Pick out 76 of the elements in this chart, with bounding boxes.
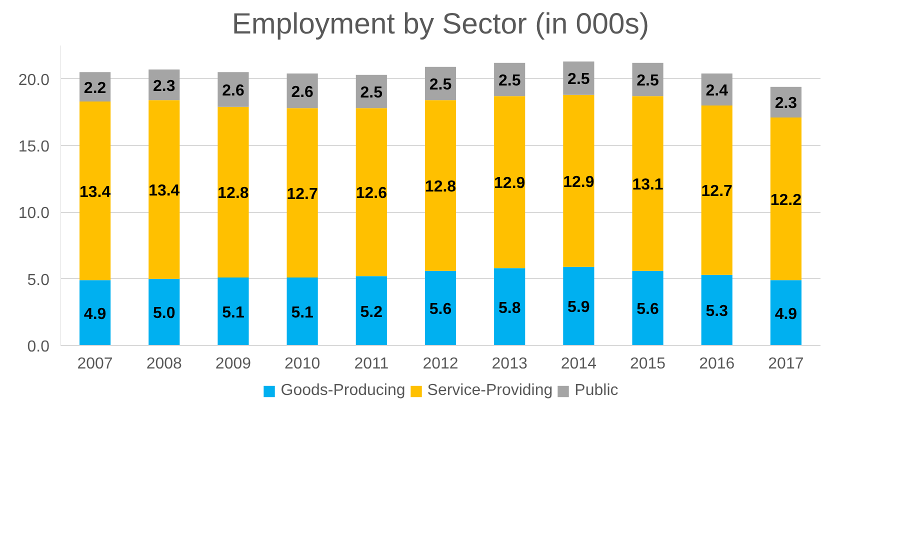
data-label: 2.5 bbox=[429, 76, 452, 94]
data-label: 12.7 bbox=[701, 183, 733, 200]
data-label: 12.8 bbox=[218, 185, 249, 202]
data-label: 13.1 bbox=[632, 176, 664, 194]
x-tick-label: 2010 bbox=[284, 356, 320, 372]
data-label: 2.5 bbox=[360, 84, 383, 102]
bar bbox=[424, 100, 456, 271]
legend-label: Public bbox=[574, 382, 618, 400]
data-label: 2.5 bbox=[636, 72, 659, 90]
data-label: 4.9 bbox=[84, 306, 106, 323]
x-tick-label: 2013 bbox=[492, 356, 528, 372]
x-tick-label: 2014 bbox=[560, 356, 597, 372]
bar bbox=[356, 108, 387, 276]
data-label: 2.3 bbox=[774, 95, 798, 112]
bar bbox=[218, 278, 249, 346]
bar bbox=[286, 278, 318, 346]
bar bbox=[424, 270, 456, 346]
legend-label: Service-Providing bbox=[427, 382, 553, 400]
bar bbox=[356, 276, 387, 346]
x-tick-label: 2007 bbox=[77, 356, 113, 372]
x-tick-label: 2015 bbox=[630, 356, 666, 372]
bar bbox=[148, 100, 180, 279]
data-label: 5.1 bbox=[222, 304, 244, 322]
data-label: 4.9 bbox=[774, 306, 798, 323]
x-tick-label: 2009 bbox=[215, 356, 252, 372]
data-label: 2.2 bbox=[84, 80, 106, 97]
data-label: 12.7 bbox=[286, 186, 318, 203]
bar bbox=[701, 106, 732, 275]
y-tick-label: 15.0 bbox=[18, 138, 50, 156]
bar bbox=[701, 274, 732, 346]
bar bbox=[218, 106, 249, 278]
data-label: 2.6 bbox=[222, 82, 244, 100]
bar bbox=[80, 280, 111, 346]
data-label: 5.1 bbox=[291, 304, 314, 322]
data-label: 2.4 bbox=[706, 82, 728, 100]
x-tick-label: 2008 bbox=[146, 356, 182, 372]
data-label: 2.3 bbox=[153, 78, 176, 95]
x-tick-label: 2016 bbox=[699, 356, 735, 372]
bar bbox=[148, 278, 180, 346]
data-label: 2.6 bbox=[291, 84, 314, 101]
bar bbox=[563, 266, 594, 346]
y-tick-label: 5.0 bbox=[27, 272, 50, 289]
chart-title: Employment by Sector (in 000s) bbox=[232, 8, 650, 40]
data-label: 5.3 bbox=[706, 303, 728, 320]
data-label: 13.4 bbox=[79, 184, 111, 201]
x-tick-label: 2017 bbox=[768, 356, 804, 372]
y-tick-label: 20.0 bbox=[18, 72, 50, 89]
bar bbox=[286, 108, 318, 278]
bar bbox=[563, 94, 594, 267]
data-label: 5.9 bbox=[568, 299, 590, 316]
bar bbox=[632, 96, 664, 271]
bar bbox=[770, 280, 802, 346]
data-label: 5.8 bbox=[498, 300, 521, 317]
data-label: 13.4 bbox=[148, 182, 180, 200]
data-label: 12.9 bbox=[494, 175, 526, 192]
data-label: 5.0 bbox=[153, 305, 176, 322]
data-label: 12.9 bbox=[563, 174, 594, 191]
data-label: 5.6 bbox=[636, 301, 659, 318]
data-label: 5.6 bbox=[429, 301, 452, 318]
data-label: 5.2 bbox=[360, 304, 383, 321]
data-label: 12.6 bbox=[356, 185, 388, 202]
bar bbox=[218, 72, 249, 107]
y-tick-label: 10.0 bbox=[18, 205, 50, 222]
bar bbox=[770, 118, 802, 280]
data-label: 12.8 bbox=[424, 178, 456, 196]
bar bbox=[80, 102, 111, 280]
bar bbox=[632, 270, 664, 346]
bar bbox=[494, 268, 526, 346]
x-tick-label: 2012 bbox=[422, 356, 458, 372]
bar bbox=[494, 96, 526, 268]
x-tick-label: 2011 bbox=[354, 356, 389, 372]
data-label: 12.2 bbox=[770, 192, 802, 209]
data-label: 2.5 bbox=[568, 71, 590, 88]
y-tick-label: 0.0 bbox=[27, 338, 50, 356]
legend-label: Goods-Producing bbox=[280, 382, 406, 400]
data-label: 2.5 bbox=[498, 72, 521, 90]
